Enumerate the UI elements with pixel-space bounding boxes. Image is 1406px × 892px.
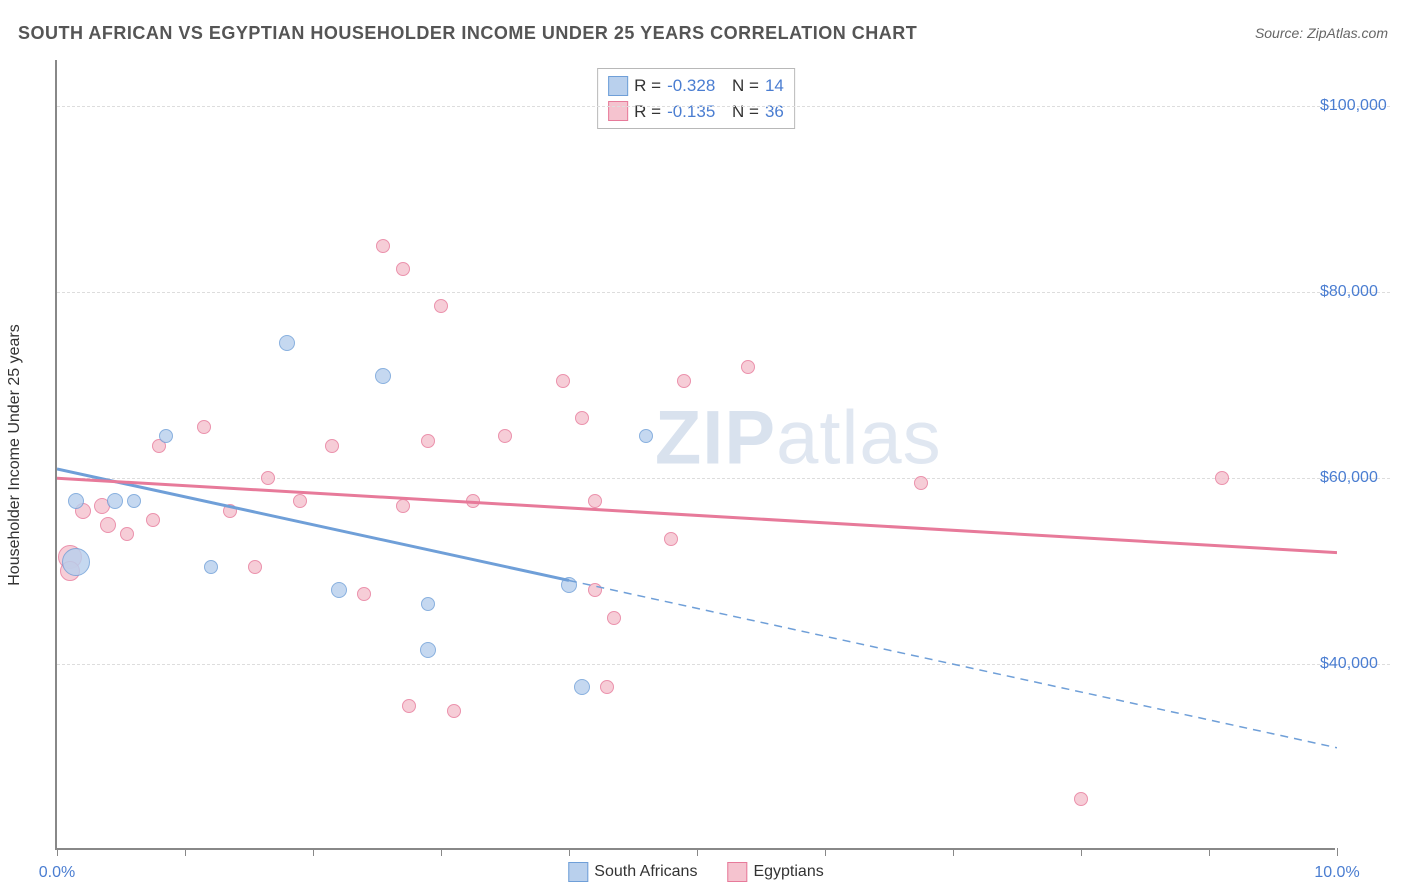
data-point (204, 560, 218, 574)
x-tick (441, 848, 442, 856)
gridline (57, 664, 1390, 665)
data-point (1215, 471, 1229, 485)
x-tick (825, 848, 826, 856)
data-point (639, 429, 653, 443)
data-point (434, 299, 448, 313)
chart-source: Source: ZipAtlas.com (1255, 25, 1388, 41)
data-point (914, 476, 928, 490)
x-tick-label: 10.0% (1314, 864, 1359, 882)
series-label-sa: South Africans (594, 863, 697, 881)
correlation-legend: R = -0.328 N = 14 R = -0.135 N = 36 (597, 68, 795, 129)
legend-r-eg: -0.135 (667, 99, 715, 125)
swatch-south-africans (608, 76, 628, 96)
data-point (223, 504, 237, 518)
watermark-atlas: atlas (776, 396, 942, 481)
series-legend-eg: Egyptians (727, 862, 823, 882)
x-tick (697, 848, 698, 856)
legend-n-label: N = (732, 73, 759, 99)
data-point (357, 587, 371, 601)
plot-area: ZIPatlas R = -0.328 N = 14 R = -0.135 N … (55, 60, 1335, 850)
data-point (498, 429, 512, 443)
legend-r-label: R = (634, 99, 661, 125)
data-point (420, 642, 436, 658)
x-tick-label: 0.0% (39, 864, 75, 882)
data-point (466, 494, 480, 508)
watermark: ZIPatlas (655, 395, 942, 482)
data-point (1074, 792, 1088, 806)
data-point (561, 577, 577, 593)
title-bar: SOUTH AFRICAN VS EGYPTIAN HOUSEHOLDER IN… (18, 18, 1388, 48)
chart-container: Householder Income Under 25 years ZIPatl… (55, 60, 1390, 850)
data-point (159, 429, 173, 443)
data-point (741, 360, 755, 374)
data-point (600, 680, 614, 694)
legend-n-sa: 14 (765, 73, 784, 99)
data-point (402, 699, 416, 713)
y-tick-label: $100,000 (1320, 97, 1390, 115)
correlation-row-eg: R = -0.135 N = 36 (608, 99, 784, 125)
x-tick (1081, 848, 1082, 856)
swatch-egyptians (608, 101, 628, 121)
data-point (375, 368, 391, 384)
y-tick-label: $80,000 (1320, 283, 1390, 301)
data-point (261, 471, 275, 485)
y-axis-label: Householder Income Under 25 years (6, 324, 24, 585)
data-point (100, 517, 116, 533)
data-point (575, 411, 589, 425)
gridline (57, 106, 1390, 107)
x-tick (1209, 848, 1210, 856)
data-point (107, 493, 123, 509)
data-point (376, 239, 390, 253)
gridline (57, 478, 1390, 479)
watermark-zip: ZIP (655, 396, 776, 481)
legend-r-label: R = (634, 73, 661, 99)
legend-n-eg: 36 (765, 99, 784, 125)
data-point (331, 582, 347, 598)
data-point (556, 374, 570, 388)
trend-line-solid (57, 469, 569, 581)
correlation-row-sa: R = -0.328 N = 14 (608, 73, 784, 99)
trendlines-layer (57, 60, 1337, 850)
data-point (607, 611, 621, 625)
gridline (57, 292, 1390, 293)
data-point (127, 494, 141, 508)
legend-n-label: N = (732, 99, 759, 125)
data-point (588, 583, 602, 597)
legend-r-sa: -0.328 (667, 73, 715, 99)
data-point (248, 560, 262, 574)
x-tick (569, 848, 570, 856)
y-tick-label: $40,000 (1320, 655, 1390, 673)
x-tick (1337, 848, 1338, 856)
data-point (68, 493, 84, 509)
data-point (197, 420, 211, 434)
swatch-south-africans (568, 862, 588, 882)
data-point (421, 434, 435, 448)
data-point (325, 439, 339, 453)
chart-title: SOUTH AFRICAN VS EGYPTIAN HOUSEHOLDER IN… (18, 23, 917, 44)
x-tick (185, 848, 186, 856)
x-tick (953, 848, 954, 856)
series-legend: South Africans Egyptians (568, 862, 823, 882)
swatch-egyptians (727, 862, 747, 882)
trend-line-solid (57, 478, 1337, 552)
x-tick (57, 848, 58, 856)
data-point (447, 704, 461, 718)
y-tick-label: $60,000 (1320, 469, 1390, 487)
data-point (396, 499, 410, 513)
data-point (146, 513, 160, 527)
x-tick (313, 848, 314, 856)
data-point (421, 597, 435, 611)
data-point (279, 335, 295, 351)
data-point (677, 374, 691, 388)
data-point (293, 494, 307, 508)
series-label-eg: Egyptians (753, 863, 823, 881)
data-point (588, 494, 602, 508)
data-point (396, 262, 410, 276)
data-point (120, 527, 134, 541)
data-point (62, 548, 90, 576)
data-point (664, 532, 678, 546)
data-point (574, 679, 590, 695)
series-legend-sa: South Africans (568, 862, 697, 882)
